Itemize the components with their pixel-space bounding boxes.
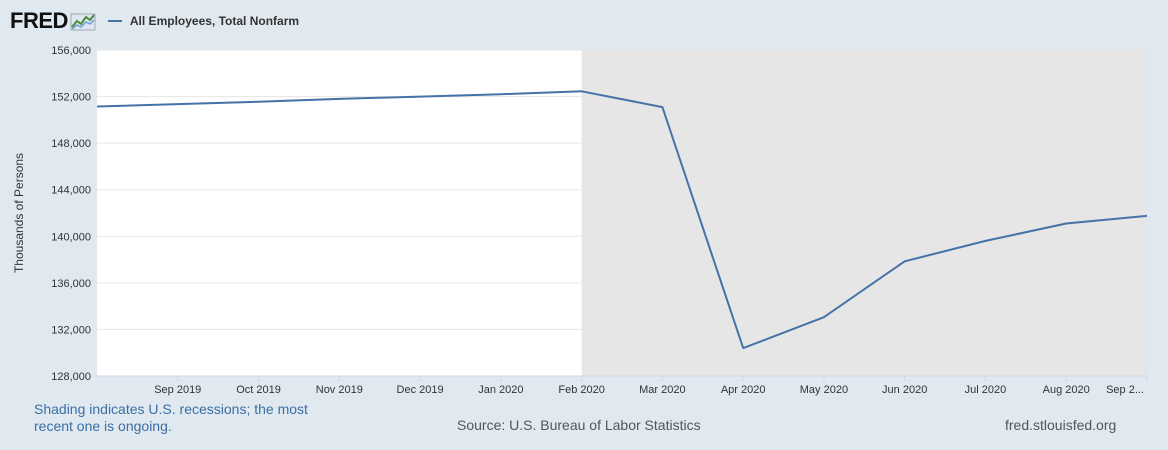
data-point[interactable] [821,315,826,320]
x-tick-label: Dec 2019 [397,384,444,396]
y-tick-label: 140,000 [51,231,91,243]
y-tick-label: 128,000 [51,371,91,383]
data-point[interactable] [256,99,261,104]
y-tick-label: 136,000 [51,278,91,290]
x-tick-label: Aug 2020 [1043,384,1090,396]
chart-header: FRED All Employees, Total Nonfarm [10,8,299,34]
x-axis: Sep 2019 Oct 2019 Nov 2019 Dec 2019 Jan 2020… [97,375,1148,396]
x-tick-label: Feb 2020 [558,384,604,396]
gridlines [97,49,1147,330]
x-tick-label: Mar 2020 [639,384,685,396]
x-tick-label: May 2020 [800,384,848,396]
y-tick-label: 152,000 [51,92,91,104]
y-tick-label: 144,000 [51,185,91,197]
data-point[interactable] [983,238,988,243]
x-tick-label: Sep 2... [1106,384,1144,396]
x-tick-label: Jan 2020 [478,384,523,396]
recession-shading [581,50,1147,376]
x-tick-label: Sep 2019 [154,384,201,396]
legend: All Employees, Total Nonfarm [107,14,300,28]
data-point[interactable] [1145,213,1150,218]
data-point[interactable] [741,346,746,351]
fred-chart-icon [70,13,96,31]
data-point[interactable] [902,259,907,264]
data-point[interactable] [95,104,100,109]
data-point[interactable] [660,105,665,110]
source-text: Source: U.S. Bureau of Labor Statistics [457,417,701,433]
data-point[interactable] [1064,221,1069,226]
data-point[interactable] [579,89,584,94]
series-line[interactable] [96,90,1148,350]
x-tick-label: Oct 2019 [236,384,281,396]
legend-swatch [107,20,122,22]
data-point[interactable] [175,102,180,107]
y-tick-label: 156,000 [51,45,91,57]
y-tick-label: 132,000 [51,324,91,336]
y-tick-label: 148,000 [51,138,91,150]
x-tick-label: Jul 2020 [965,384,1007,396]
x-tick-label: Apr 2020 [721,384,766,396]
y-axis-label: Thousands of Persons [12,153,26,273]
y-axis: 128,000 132,000 136,000 140,000 144,000 148,0… [51,45,91,383]
source-url[interactable]: fred.stlouisfed.org [1005,417,1117,433]
x-tick-label: Jun 2020 [882,384,927,396]
x-tick-label: Nov 2019 [316,384,363,396]
series-group [95,89,1150,351]
fred-logo[interactable]: FRED [10,8,68,33]
data-point[interactable] [418,94,423,99]
data-point[interactable] [337,96,342,101]
recession-note: Shading indicates U.S. recessions; the m… [34,401,308,434]
legend-label: All Employees, Total Nonfarm [129,14,300,28]
data-point[interactable] [498,92,503,97]
